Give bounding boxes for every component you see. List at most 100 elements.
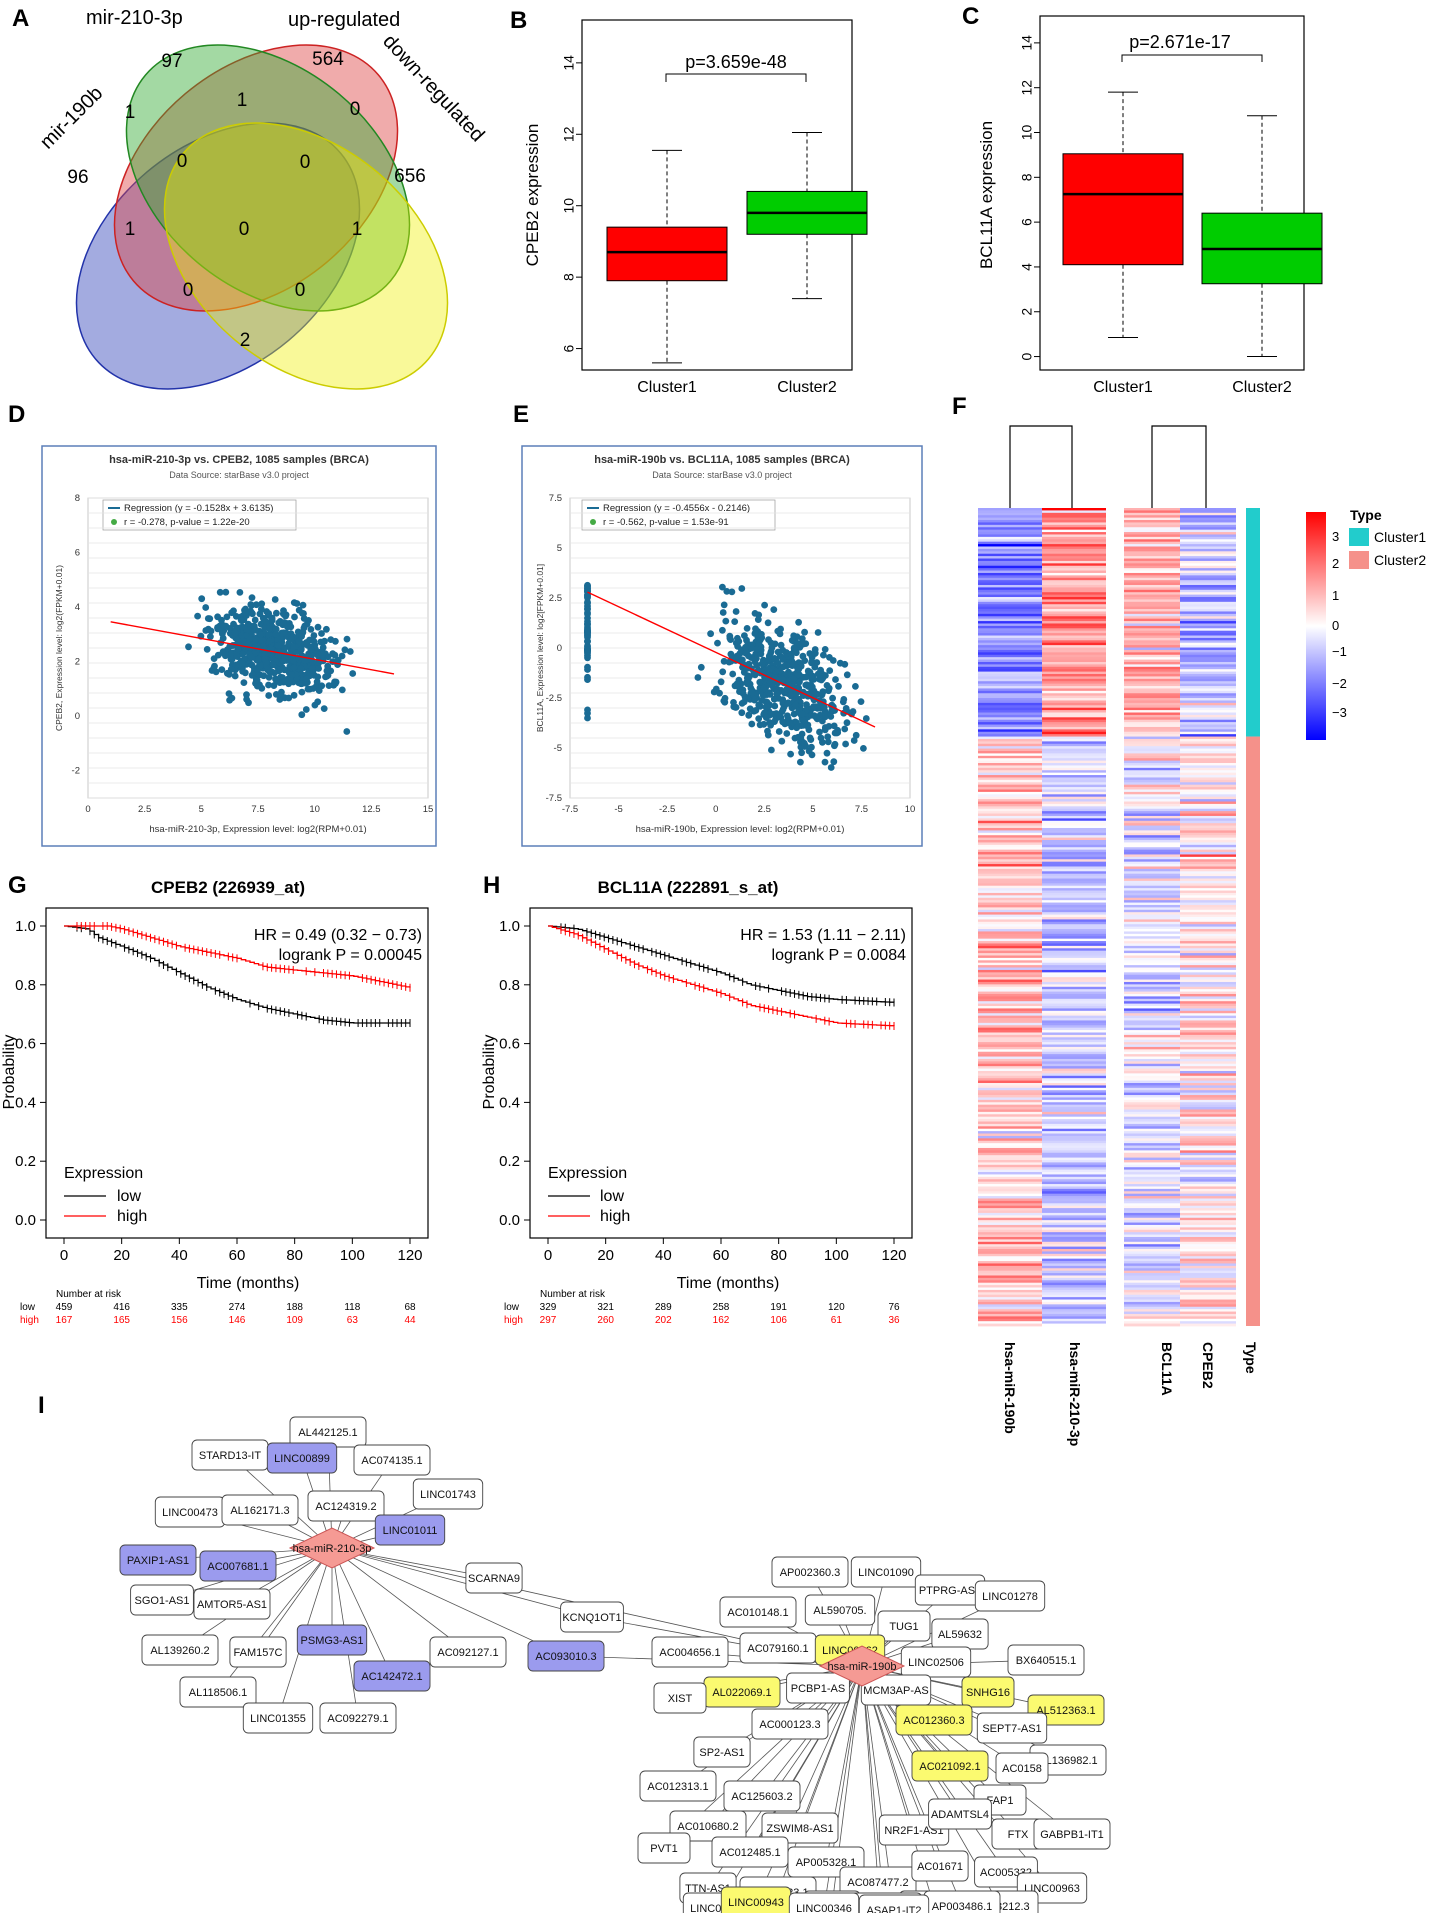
heatmap-cell: [978, 1140, 1042, 1144]
heatmap-cell: [978, 1205, 1042, 1209]
heatmap-cell: [978, 719, 1042, 723]
scatter-point: [584, 627, 591, 635]
scatter-point: [758, 697, 765, 704]
heatmap-cell: [1180, 661, 1236, 665]
network-node: LINC01278: [974, 1580, 1046, 1612]
scatter-point: [827, 764, 835, 771]
heatmap-cell: [978, 1280, 1042, 1284]
heatmap-cell: [978, 683, 1042, 687]
heatmap-cell: [1124, 649, 1180, 653]
heatmap-cell: [1124, 991, 1180, 995]
heatmap-cell: [978, 1220, 1042, 1223]
heatmap-cell: [1124, 1051, 1180, 1055]
heatmap-cell: [1042, 630, 1106, 634]
heatmap-cell: [1124, 1003, 1180, 1007]
heatmap-cell: [978, 902, 1042, 906]
scatter-point: [770, 606, 778, 613]
heatmap-cell: [1124, 1268, 1180, 1272]
heatmap-cell: [1042, 880, 1106, 884]
heatmap-cell: [1180, 1256, 1236, 1260]
scatter-point: [229, 642, 237, 649]
y-tick-label: 0: [75, 711, 80, 722]
scatter-point: [790, 632, 798, 640]
scatter-point: [721, 698, 729, 706]
heatmap-cell: [978, 1246, 1042, 1250]
heatmap-cell: [1042, 705, 1106, 709]
heatmap-cell: [1180, 1085, 1236, 1089]
scatter-point: [787, 750, 794, 758]
scatter-point: [807, 736, 815, 743]
network-edge: [331, 1547, 393, 1677]
scatter-point: [783, 730, 791, 737]
heatmap-cell: [1180, 536, 1236, 540]
heatmap-cell: [1124, 726, 1180, 730]
heatmap-cell: [1124, 883, 1180, 887]
network-node-box: [242, 1702, 314, 1734]
heatmap-cell: [1180, 794, 1236, 798]
scatter-point: [822, 672, 829, 679]
heatmap-cell: [978, 1034, 1042, 1038]
heatmap-cell: [1124, 642, 1180, 646]
network-node-box: [761, 1812, 839, 1844]
heatmap-cell: [1042, 736, 1106, 740]
heatmap-cell: [1124, 568, 1180, 571]
heatmap-cell: [978, 1200, 1042, 1204]
heatmap-cell: [1042, 649, 1106, 653]
x-tick-label: 0: [713, 804, 718, 815]
heatmap-cell: [978, 1301, 1042, 1305]
legend-low: low: [117, 1188, 141, 1205]
heatmap-cell: [1124, 1133, 1180, 1137]
heatmap-cell: [1042, 1099, 1106, 1103]
heatmap-cell: [1180, 1309, 1236, 1312]
heatmap-cell: [1124, 698, 1180, 701]
risk-value-low: 120: [828, 1302, 845, 1313]
heatmap-cell: [978, 803, 1042, 807]
heatmap-cell: [1042, 628, 1106, 632]
heatmap-cell: [978, 1215, 1042, 1219]
heatmap-cell: [1042, 616, 1106, 620]
heatmap-cell: [1180, 1212, 1236, 1216]
network-node: AL59632: [931, 1618, 989, 1650]
heatmap-cell: [1180, 750, 1236, 754]
heatmap-cell: [1180, 1184, 1236, 1187]
heatmap-cell: [978, 859, 1042, 863]
heatmap-cell: [1124, 587, 1180, 591]
heatmap-cell: [1124, 974, 1180, 978]
network-node: AL442125.1: [289, 1416, 367, 1448]
network-node-box: [637, 1832, 691, 1864]
heatmap-cell: [978, 556, 1042, 559]
heatmap-cell: [1124, 1078, 1180, 1081]
heatmap-cell: [1180, 986, 1236, 990]
scatter-point: [762, 703, 770, 711]
heatmap-cell: [1180, 734, 1236, 737]
scatter-point: [785, 668, 792, 676]
heatmap-cell: [978, 746, 1042, 749]
heatmap-cell: [1180, 890, 1236, 894]
heatmap-cell: [1042, 864, 1106, 867]
color-scale-tick: 1: [1332, 588, 1339, 603]
heatmap-cell: [978, 820, 1042, 824]
heatmap-cell: [1042, 1022, 1106, 1026]
heatmap-cell: [1180, 534, 1236, 538]
heatmap-cell: [1124, 1273, 1180, 1276]
heatmap-cell: [978, 1289, 1042, 1293]
scatter-point: [212, 668, 220, 676]
heatmap-cell: [1180, 597, 1236, 600]
heatmap-cell: [1124, 618, 1180, 622]
network-node-label: ZSWIM8-AS1: [766, 1823, 833, 1835]
heatmap-cell: [1180, 1143, 1236, 1146]
network-node-box: [193, 1588, 271, 1620]
scatter-point: [799, 640, 807, 648]
heatmap-cell: [978, 1270, 1042, 1274]
heatmap-cell: [1042, 1020, 1106, 1024]
network-node-label: XIST: [668, 1693, 693, 1705]
network-node-label: AC000123.3: [759, 1719, 820, 1731]
network-node-box: [928, 1798, 992, 1830]
heatmap-cell: [978, 1006, 1042, 1009]
scatter-point: [266, 625, 273, 633]
heatmap-cell: [978, 1066, 1042, 1069]
heatmap-cell: [1042, 1263, 1106, 1267]
risk-value-high: 36: [888, 1315, 900, 1326]
heatmap-cell: [1042, 1232, 1106, 1235]
heatmap-cell: [1042, 1316, 1106, 1320]
